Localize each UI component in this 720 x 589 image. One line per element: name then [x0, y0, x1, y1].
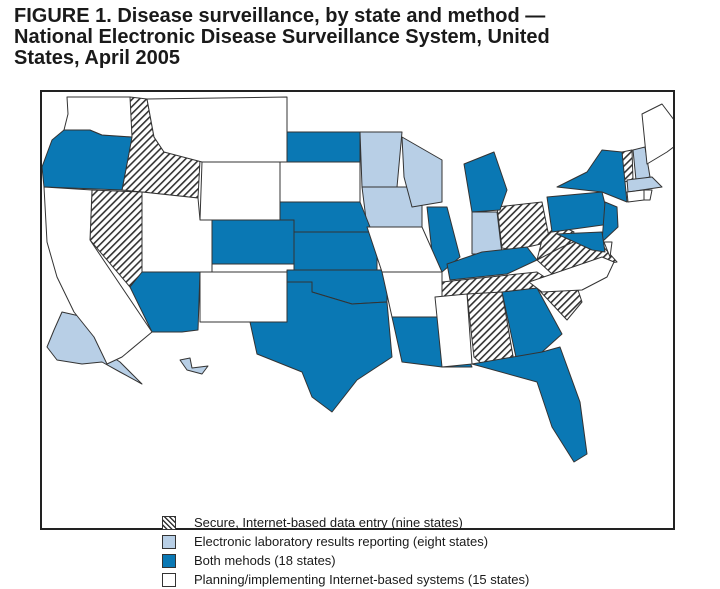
state-wi [401, 136, 443, 208]
state-nm [199, 271, 288, 323]
legend-item-secure: Secure, Internet-based data entry (nine … [162, 513, 682, 532]
state-nj [601, 201, 619, 243]
state-wa [63, 96, 133, 138]
state-or [42, 129, 133, 191]
figure-title: FIGURE 1. Disease surveillance, by state… [14, 6, 714, 69]
state-ct [626, 189, 645, 203]
state-nd [281, 131, 361, 163]
state-ga [501, 287, 563, 363]
state-ri [643, 189, 653, 201]
state-de [603, 241, 613, 258]
state-hi [179, 357, 209, 375]
state-ut [141, 191, 213, 273]
state-nc [528, 256, 615, 293]
map-legend: Secure, Internet-based data entry (nine … [162, 513, 682, 589]
legend-item-electronic-lab: Electronic laboratory results reporting … [162, 532, 682, 551]
map-frame: Secure, Internet-based data entry (nine … [40, 90, 675, 587]
state-ar [381, 271, 443, 318]
legend-label: Secure, Internet-based data entry (nine … [194, 515, 463, 530]
state-sd [279, 161, 361, 203]
legend-item-both: Both mehods (18 states) [162, 551, 682, 570]
state-ms [434, 293, 473, 368]
figure-title-line-3: States, April 2005 [14, 47, 181, 69]
legend-swatch-blue [162, 553, 176, 568]
legend-swatch-white [162, 572, 176, 587]
state-ky [446, 246, 538, 281]
legend-label: Electronic laboratory results reporting … [194, 534, 489, 549]
state-mn [359, 131, 403, 188]
state-fl [471, 346, 588, 463]
state-co [211, 219, 295, 265]
legend-swatch-light-blue [162, 534, 176, 549]
state-mi [463, 151, 508, 213]
legend-item-planning: Planning/implementing Internet-based sys… [162, 570, 682, 589]
state-ca [43, 186, 153, 365]
state-md [556, 231, 606, 253]
state-oh [496, 201, 551, 251]
state-in [471, 211, 503, 255]
legend-label: Planning/implementing Internet-based sys… [194, 572, 530, 587]
state-tx [249, 281, 393, 413]
state-ma [626, 176, 663, 193]
state-wy [199, 161, 281, 221]
figure-title-line-1: FIGURE 1. Disease surveillance, by state… [14, 5, 546, 27]
state-pa [546, 191, 611, 233]
legend-swatch-hatched [162, 515, 176, 530]
figure-title-line-2: National Electronic Disease Surveillance… [14, 26, 550, 48]
state-ks [293, 231, 378, 271]
us-states-map [42, 96, 673, 463]
state-mt [146, 96, 288, 163]
state-me [641, 103, 673, 165]
legend-label: Both mehods (18 states) [194, 553, 336, 568]
